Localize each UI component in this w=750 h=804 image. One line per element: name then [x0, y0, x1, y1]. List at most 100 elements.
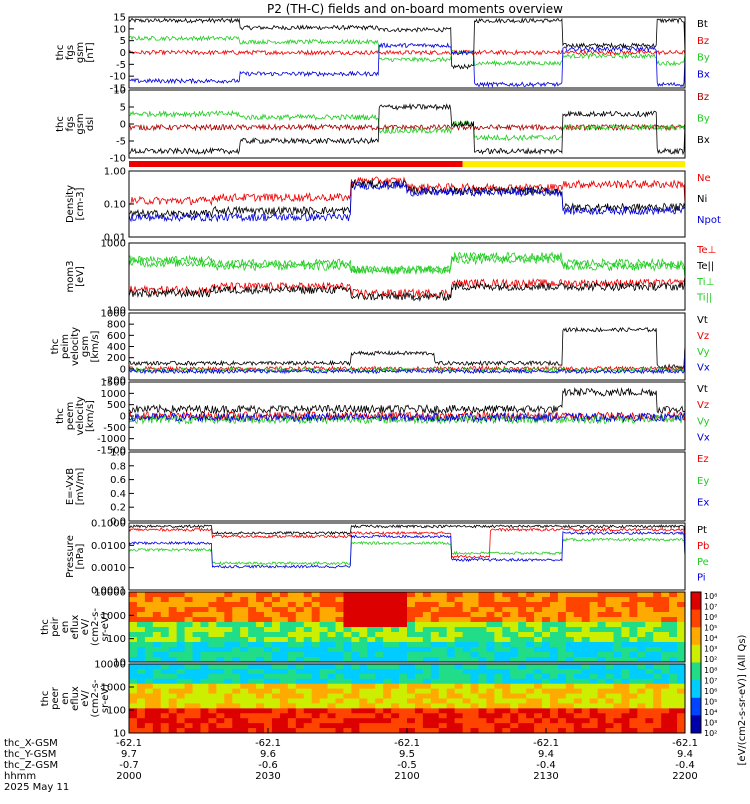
spectrogram-cell — [549, 673, 559, 680]
spectrogram-cell — [502, 622, 511, 628]
legend-Ti⊥: Ti⊥ — [696, 277, 714, 288]
series-line-Vt — [128, 326, 686, 370]
spectrogram-cell — [589, 708, 599, 714]
spectrogram-cell — [478, 678, 487, 685]
spectrogram-cell — [248, 647, 257, 653]
spectrogram-cell — [542, 673, 551, 680]
spectrogram-cell — [200, 632, 209, 638]
spectrogram-cell — [605, 597, 615, 603]
spectrogram-cell — [343, 698, 352, 704]
spectrogram-cell — [343, 652, 352, 658]
spectrogram-cell — [311, 592, 321, 598]
spectrogram-cell — [311, 647, 321, 653]
spectrogram-cell — [589, 607, 599, 613]
spectrogram-cell — [383, 622, 392, 628]
spectrogram-cell — [144, 647, 154, 653]
spectrogram-cell — [565, 708, 575, 714]
spectrogram-cell — [359, 693, 368, 699]
spectrogram-cell — [645, 664, 654, 670]
series-line-Pb — [128, 527, 686, 559]
spectrogram-cell — [168, 647, 178, 653]
spectrogram-cell — [279, 664, 289, 670]
spectrogram-cell — [661, 617, 670, 623]
spectrogram-cell — [264, 657, 273, 663]
spectrogram-cell — [502, 652, 511, 658]
spectrogram-cell — [573, 602, 583, 608]
spectrogram-cell — [526, 683, 535, 690]
spectrogram-cell — [438, 718, 448, 724]
spectrogram-cell — [573, 627, 583, 633]
spectrogram-cell — [343, 602, 352, 608]
spectrogram-cell — [335, 632, 344, 638]
spectrogram-cell — [256, 607, 265, 613]
spectrogram-cell — [542, 617, 551, 623]
spectrogram-cell — [549, 703, 559, 709]
spectrogram-cell — [216, 607, 225, 613]
spectrogram-cell — [494, 698, 503, 704]
y-tick-label: 0 — [120, 120, 126, 131]
spectrogram-cell — [470, 713, 479, 719]
spectrogram-cell — [208, 673, 217, 680]
spectrogram-cell — [470, 728, 479, 734]
spectrogram-cell — [669, 713, 678, 719]
spectrogram-cell — [407, 592, 416, 598]
series-line-Te|| — [128, 276, 686, 302]
spectrogram-cell — [573, 678, 583, 685]
spectrogram-cell — [303, 688, 313, 695]
spectrogram-cell — [152, 612, 162, 618]
spectrogram-cell — [271, 657, 281, 663]
spectrogram-cell — [287, 627, 297, 633]
spectrogram-cell — [240, 713, 249, 719]
spectrogram-cell — [653, 703, 662, 709]
spectrogram-cell — [542, 627, 551, 633]
spectrogram-cell — [375, 728, 384, 734]
spectrogram-cell — [311, 612, 321, 618]
spectrogram-cell — [216, 723, 225, 729]
spectrogram-cell — [359, 637, 368, 643]
y-axis-label-line: velocity — [75, 396, 86, 435]
spectrogram-cell — [383, 607, 392, 613]
spectrogram-cell — [581, 592, 591, 598]
spectrogram-cell — [446, 622, 456, 628]
spectrogram-cell — [565, 698, 575, 704]
spectrogram-cell — [136, 728, 146, 734]
spectrogram-cell — [407, 607, 416, 613]
spectrogram-cell — [303, 673, 313, 680]
spectrogram-cell — [351, 664, 360, 670]
y-tick-label: -5 — [116, 137, 126, 148]
spectrogram-cell — [287, 673, 297, 680]
legend-Bx: Bx — [697, 70, 710, 81]
spectrogram-cell — [661, 723, 670, 729]
spectrogram-cell — [470, 683, 479, 690]
spectrogram-cell — [129, 647, 138, 653]
spectrogram-cell — [271, 673, 281, 680]
spectrogram-cell — [589, 723, 599, 729]
spectrogram-cell — [597, 617, 607, 623]
spectrogram-cell — [375, 627, 384, 633]
spectrogram-cell — [613, 723, 622, 729]
spectrogram-cell — [224, 683, 233, 690]
spectrogram-cell — [653, 698, 662, 704]
spectrogram-cell — [399, 708, 408, 714]
spectrogram-cell — [264, 612, 273, 618]
spectrogram-cell — [637, 688, 646, 695]
spectrogram-cell — [573, 668, 583, 675]
spectrogram-cell — [486, 607, 495, 613]
spectrogram-cell — [446, 647, 456, 653]
spectrogram-cell — [661, 612, 670, 618]
spectrogram-cell — [184, 708, 194, 714]
y-axis-label-line: en — [60, 621, 71, 634]
spectrogram-cell — [605, 642, 615, 648]
spectrogram-cell — [446, 718, 456, 724]
spectrogram-cell — [677, 668, 686, 675]
spectrogram-cell — [359, 668, 368, 675]
spectrogram-cell — [224, 652, 233, 658]
spectrogram-cell — [240, 664, 249, 670]
spectrogram-cell — [335, 728, 344, 734]
spectrogram-cell — [271, 708, 281, 714]
spectrogram-cell — [565, 622, 575, 628]
spectrogram-cell — [192, 673, 201, 680]
spectrogram-cell — [375, 688, 384, 695]
